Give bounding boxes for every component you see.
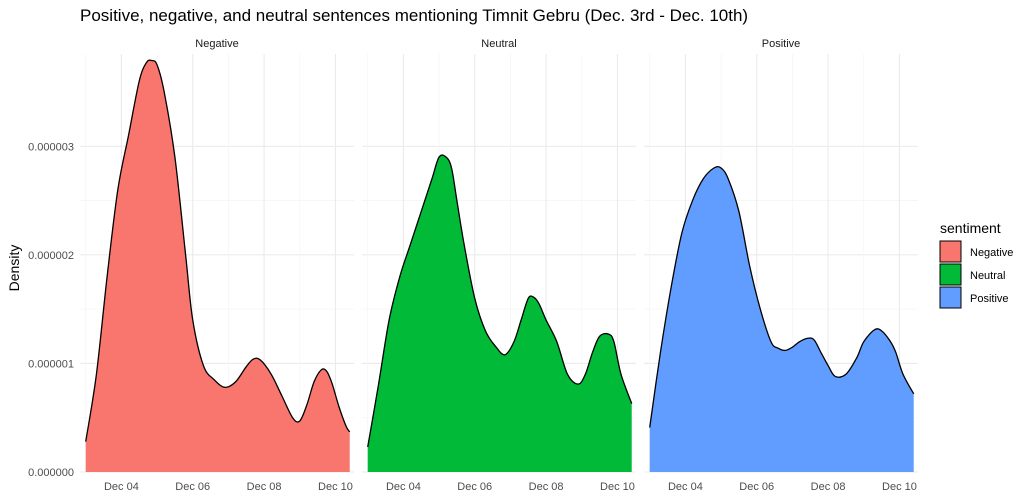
legend: sentiment Negative Neutral Positive (939, 220, 1013, 309)
legend-swatch (939, 263, 962, 286)
x-tick-label: Dec 08 (811, 481, 846, 493)
y-tick-label: 0.000002 (28, 250, 74, 262)
facet-strip-label: Positive (762, 38, 801, 50)
facet-panel-neutral: Dec 04 Dec 06 Dec 08 Dec 10 Neutral (362, 38, 636, 493)
x-tick-label: Dec 08 (247, 481, 282, 493)
x-tick-label: Dec 06 (175, 481, 210, 493)
legend-item-positive: Positive (939, 286, 1009, 309)
x-tick-label: Dec 04 (386, 481, 421, 493)
facet-strip-label: Negative (195, 38, 238, 50)
y-tick-label: 0.000000 (28, 467, 74, 479)
legend-label: Positive (970, 293, 1009, 305)
density-outline-negative (85, 59, 351, 442)
facet-strip-label: Neutral (481, 38, 516, 50)
y-axis-title: Density (6, 245, 22, 292)
x-tick-label: Dec 04 (104, 481, 139, 493)
legend-item-negative: Negative (939, 240, 1013, 263)
x-tick-label: Dec 08 (529, 481, 564, 493)
y-tick-label: 0.000003 (28, 141, 74, 153)
density-area-positive (649, 166, 914, 472)
chart-title: Positive, negative, and neutral sentence… (80, 6, 748, 25)
y-tick-label: 0.000001 (28, 358, 74, 370)
y-axis-ticks: 0.000000 0.000001 0.000002 0.000003 (28, 141, 74, 479)
x-tick-label: Dec 10 (600, 481, 635, 493)
legend-title: sentiment (940, 220, 1001, 236)
x-tick-label: Dec 06 (457, 481, 492, 493)
density-outline-positive (649, 165, 915, 428)
density-area-neutral (367, 155, 632, 472)
legend-label: Negative (970, 247, 1013, 259)
x-tick-label: Dec 10 (882, 481, 917, 493)
facet-panel-negative: Dec 04 Dec 06 Dec 08 Dec 10 Negative (80, 38, 354, 493)
legend-swatch (939, 240, 962, 263)
x-tick-label: Dec 06 (739, 481, 774, 493)
x-tick-label: Dec 10 (318, 481, 353, 493)
x-tick-label: Dec 04 (668, 481, 703, 493)
legend-swatch (939, 286, 962, 309)
density-area-negative (85, 60, 350, 473)
facet-panel-positive: Dec 04 Dec 06 Dec 08 Dec 10 Positive (644, 38, 918, 493)
legend-label: Neutral (970, 270, 1005, 282)
legend-item-neutral: Neutral (939, 263, 1005, 286)
density-outline-neutral (367, 154, 633, 448)
legend-items: Negative Neutral Positive (939, 240, 1013, 309)
